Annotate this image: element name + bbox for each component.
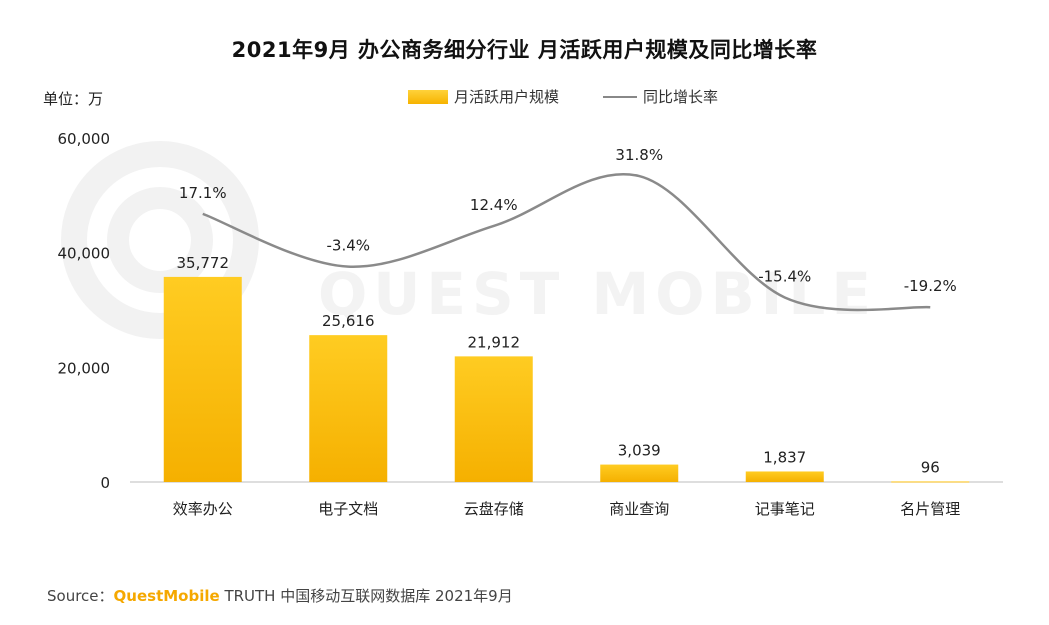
- bar-value-label: 21,912: [468, 333, 521, 351]
- growth-line-layer: [202, 173, 931, 312]
- legend-line-label: 同比增长率: [643, 88, 719, 106]
- chart-title: 2021年9月 办公商务细分行业 月活跃用户规模及同比增长率: [231, 38, 818, 62]
- bar-value-label: 35,772: [177, 254, 230, 272]
- bar-labels: 35,772 25,616 21,912 3,039 1,837 96: [177, 254, 940, 477]
- growth-value-label: 31.8%: [615, 146, 663, 164]
- bar-value-label: 96: [921, 458, 940, 476]
- y-tick-label: 60,000: [58, 130, 111, 148]
- category-labels: 效率办公 电子文档 云盘存储 商业查询 记事笔记 名片管理: [173, 500, 961, 518]
- y-tick-label: 40,000: [58, 245, 111, 263]
- bar: [600, 464, 679, 482]
- bar-value-label: 25,616: [322, 312, 375, 330]
- growth-value-label: -15.4%: [758, 267, 811, 285]
- bars: [163, 276, 970, 483]
- y-tick-label: 0: [100, 474, 110, 492]
- legend: 月活跃用户规模 同比增长率: [408, 86, 762, 107]
- bar: [309, 335, 388, 482]
- bar: [745, 471, 824, 482]
- growth-value-label: 17.1%: [179, 184, 227, 202]
- axes: 60,000 40,000 20,000 0: [58, 130, 1003, 492]
- category-label: 记事笔记: [755, 500, 815, 518]
- legend-item-bar: 月活跃用户规模: [408, 86, 559, 107]
- legend-item-line: 同比增长率: [603, 86, 718, 107]
- growth-labels: 17.1% -3.4% 12.4% 31.8% -15.4% -19.2%: [179, 146, 957, 295]
- category-label: 名片管理: [900, 500, 960, 518]
- bar: [163, 276, 242, 482]
- category-label: 效率办公: [173, 500, 233, 518]
- unit-label: 单位：万: [43, 90, 104, 108]
- bar: [454, 356, 533, 482]
- source-prefix: Source：: [47, 587, 114, 605]
- legend-bar-swatch: [408, 89, 448, 104]
- source-rest: TRUTH 中国移动互联网数据库 2021年9月: [224, 587, 513, 605]
- category-label: 商业查询: [609, 500, 669, 518]
- growth-value-label: -3.4%: [326, 237, 370, 255]
- category-label: 电子文档: [318, 500, 378, 518]
- source-note: Source：QuestMobile TRUTH 中国移动互联网数据库 2021…: [47, 585, 513, 606]
- source-brand: QuestMobile: [113, 587, 220, 605]
- watermark-logo-inner: [107, 187, 213, 293]
- bar: [891, 481, 970, 483]
- legend-line-swatch: [603, 95, 638, 98]
- legend-bar-label: 月活跃用户规模: [454, 88, 560, 106]
- y-tick-label: 20,000: [58, 359, 111, 377]
- category-label: 云盘存储: [464, 500, 524, 518]
- watermark: QUEST MOBILE: [61, 141, 871, 339]
- watermark-logo-outer: [61, 141, 259, 339]
- bar-value-label: 1,837: [763, 448, 806, 466]
- growth-line: [202, 173, 931, 312]
- growth-value-label: -19.2%: [904, 277, 957, 295]
- bar-value-label: 3,039: [618, 442, 661, 460]
- growth-value-label: 12.4%: [470, 196, 518, 214]
